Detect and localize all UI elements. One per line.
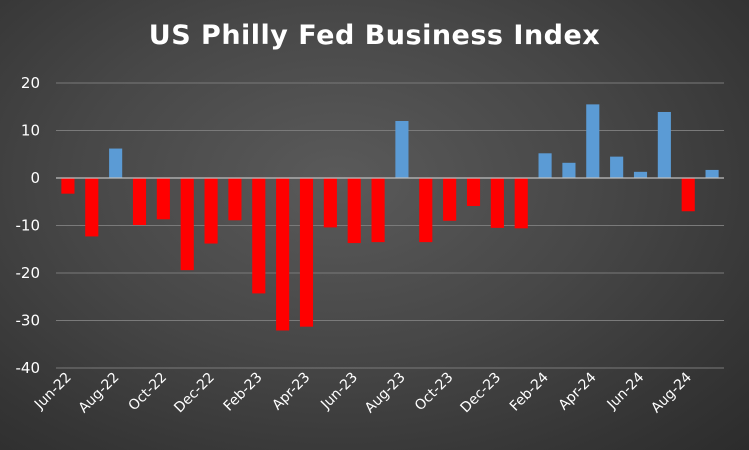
y-tick-label: 20 [21,74,40,92]
bar-may-24 [610,156,624,178]
bar-feb-23 [252,178,266,294]
x-tick-label: Aug-23 [362,370,409,417]
x-tick-label: Apr-24 [556,369,600,413]
bar-apr-23 [299,178,314,327]
bar-feb-24 [538,153,552,178]
x-tick-label: Apr-23 [269,370,313,414]
x-tick-label: Dec-23 [458,370,505,417]
bar-dec-22 [204,178,218,244]
bar-jan-23 [228,178,242,221]
bar-sep-23 [419,178,433,243]
bar-jun-24 [633,171,648,178]
bar-dec-23 [490,178,504,228]
bar-jun-23 [347,178,361,244]
y-tick-label: -20 [16,264,41,282]
x-tick-label: Oct-22 [126,370,171,415]
bar-aug-22 [109,148,123,178]
bar-jul-23 [371,178,385,243]
x-tick-label: Jun-24 [604,369,648,413]
x-tick-label: Oct-23 [412,370,457,415]
bar-jan-24 [514,178,528,229]
y-tick-label: -10 [16,217,41,235]
bar-jul-22 [85,178,99,237]
x-tick-label: Dec-22 [171,370,218,417]
bar-nov-23 [466,178,481,207]
chart-title: US Philly Fed Business Index [148,20,601,51]
y-tick-label: -30 [16,312,41,330]
bar-nov-22 [180,178,194,271]
x-tick-label: Aug-22 [76,370,123,417]
bar-jul-24 [657,111,671,178]
y-tick-label: -40 [16,359,41,377]
y-tick-label: 0 [30,169,40,187]
bar-aug-23 [395,121,409,178]
bar-may-23 [323,178,337,228]
x-tick-label: Aug-24 [648,369,695,416]
bar-apr-24 [586,104,600,178]
bar-mar-23 [276,178,290,331]
bar-sep-22 [132,178,147,226]
bar-jun-22 [61,178,75,194]
x-tick-label: Feb-23 [221,370,266,415]
bar-oct-22 [156,178,170,220]
bar-oct-23 [443,178,457,221]
y-tick-label: 10 [21,122,40,140]
x-tick-label: Jun-23 [317,370,361,414]
x-tick-label: Feb-24 [507,369,552,414]
bar-aug-24 [681,178,695,212]
bar-mar-24 [562,162,576,178]
bar-sep-24 [705,169,719,178]
